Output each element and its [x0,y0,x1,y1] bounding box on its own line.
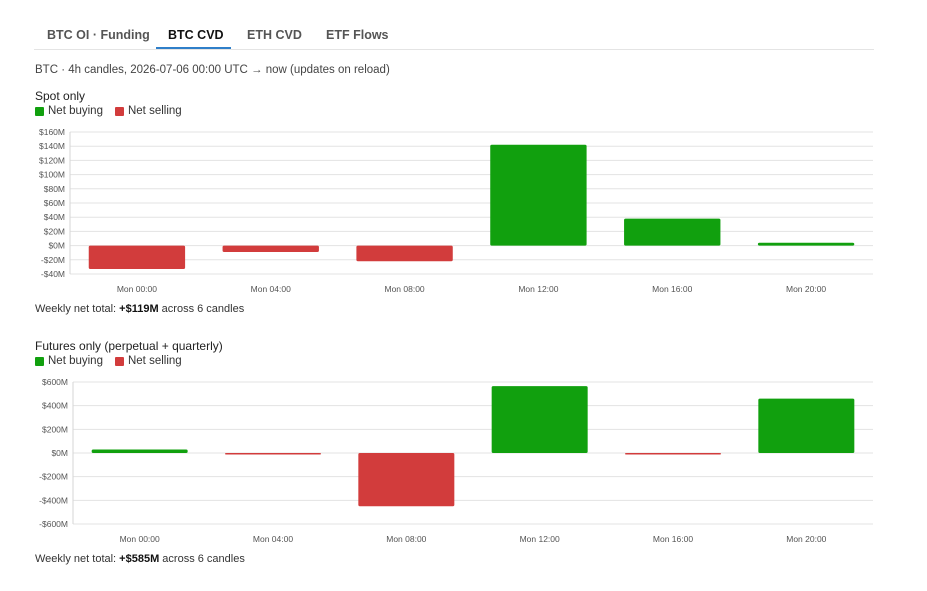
spot-chart-legend: Net buying Net selling [35,105,194,117]
tab-eth-cvd[interactable]: ETH CVD [247,28,302,42]
active-tab-indicator [156,47,231,49]
y-tick-label: $80M [44,184,65,194]
y-tick-label: $160M [39,127,65,137]
tab-btc-oi-funding[interactable]: BTC OI · Funding [47,28,150,42]
futures-weekly-total: Weekly net total: +$585M across 6 candle… [35,553,245,565]
page-subtitle: BTC · 4h candles, 2026-07-06 00:00 UTC →… [35,64,390,76]
y-tick-label: $600M [42,377,68,387]
net-buying-swatch [35,356,44,366]
spot-weekly-total: Weekly net total: +$119M across 6 candle… [35,303,244,315]
spot-chart-title: Spot only [35,89,86,103]
bar-net-buying[interactable] [490,144,587,246]
y-tick-label: -$400M [39,495,68,505]
legend-label: Net selling [127,355,182,367]
x-tick-label: Mon 16:00 [653,534,693,544]
x-tick-label: Mon 12:00 [518,284,558,294]
net-selling-swatch [114,106,124,116]
y-tick-label: -$200M [39,472,68,482]
x-tick-label: Mon 04:00 [251,284,291,294]
bar-net-selling[interactable] [358,453,455,507]
y-tick-label: $400M [42,401,68,411]
x-tick-label: Mon 00:00 [120,534,160,544]
y-tick-label: -$40M [41,269,65,279]
total-label: Weekly net total: [35,553,120,565]
futures-chart-legend: Net buying Net selling [35,355,194,367]
total-value: +$585M [119,553,160,565]
x-tick-label: Mon 04:00 [253,534,293,544]
legend-item-net-selling: Net selling [114,355,182,367]
total-label: Weekly net total: [35,303,120,315]
x-tick-label: Mon 08:00 [384,284,424,294]
y-tick-label: $60M [44,198,65,208]
legend-item-net-selling: Net selling [114,105,182,117]
bar-net-buying[interactable] [91,449,188,453]
y-tick-label: $120M [39,155,65,165]
bar-net-selling[interactable] [225,453,321,455]
x-tick-label: Mon 00:00 [117,284,157,294]
net-selling-swatch [114,356,124,366]
y-tick-label: $140M [39,141,65,151]
legend-item-net-buying: Net buying [35,105,103,117]
y-tick-label: $20M [44,226,65,236]
tab-etf-flows[interactable]: ETF Flows [326,28,389,42]
y-tick-label: $100M [39,170,65,180]
bar-net-selling[interactable] [356,245,453,262]
spot-cvd-chart: -$40M -$20M $0M $20M $40M $60M $80M $100M $120M $… [39,127,873,294]
futures-chart-title: Futures only (perpetual + quarterly) [35,339,223,353]
legend-item-net-buying: Net buying [35,355,103,367]
total-value: +$119M [119,303,159,315]
bar-net-buying[interactable] [624,218,721,246]
x-tick-label: Mon 20:00 [786,284,826,294]
tab-btc-cvd[interactable]: BTC CVD [168,28,224,42]
x-tick-label: Mon 08:00 [386,534,426,544]
legend-label: Net selling [127,105,182,117]
x-tick-label: Mon 12:00 [520,534,560,544]
x-tick-label: Mon 16:00 [652,284,692,294]
legend-label: Net buying [48,105,103,117]
bar-net-selling[interactable] [625,453,721,455]
total-suffix: across 6 candles [159,553,245,565]
legend-label: Net buying [48,355,103,367]
bar-net-buying[interactable] [757,242,855,246]
bar-net-buying[interactable] [758,398,855,453]
y-tick-label: $0M [48,241,65,251]
total-suffix: across 6 candles [158,303,245,315]
bar-net-selling[interactable] [88,245,186,270]
bar-net-buying[interactable] [491,386,588,453]
y-tick-label: -$20M [41,255,65,265]
x-tick-label: Mon 20:00 [786,534,826,544]
y-tick-label: $0M [51,448,68,458]
tab-bar: BTC OI · Funding BTC CVD ETH CVD ETF Flo… [34,20,874,50]
y-tick-label: $40M [44,212,65,222]
y-tick-label: $200M [42,424,68,434]
bar-net-selling[interactable] [222,245,319,252]
y-tick-label: -$600M [39,519,68,529]
net-buying-swatch [35,106,44,116]
futures-cvd-chart: -$600M -$400M -$200M $0M $200M $400M $600M Mon … [39,377,873,544]
